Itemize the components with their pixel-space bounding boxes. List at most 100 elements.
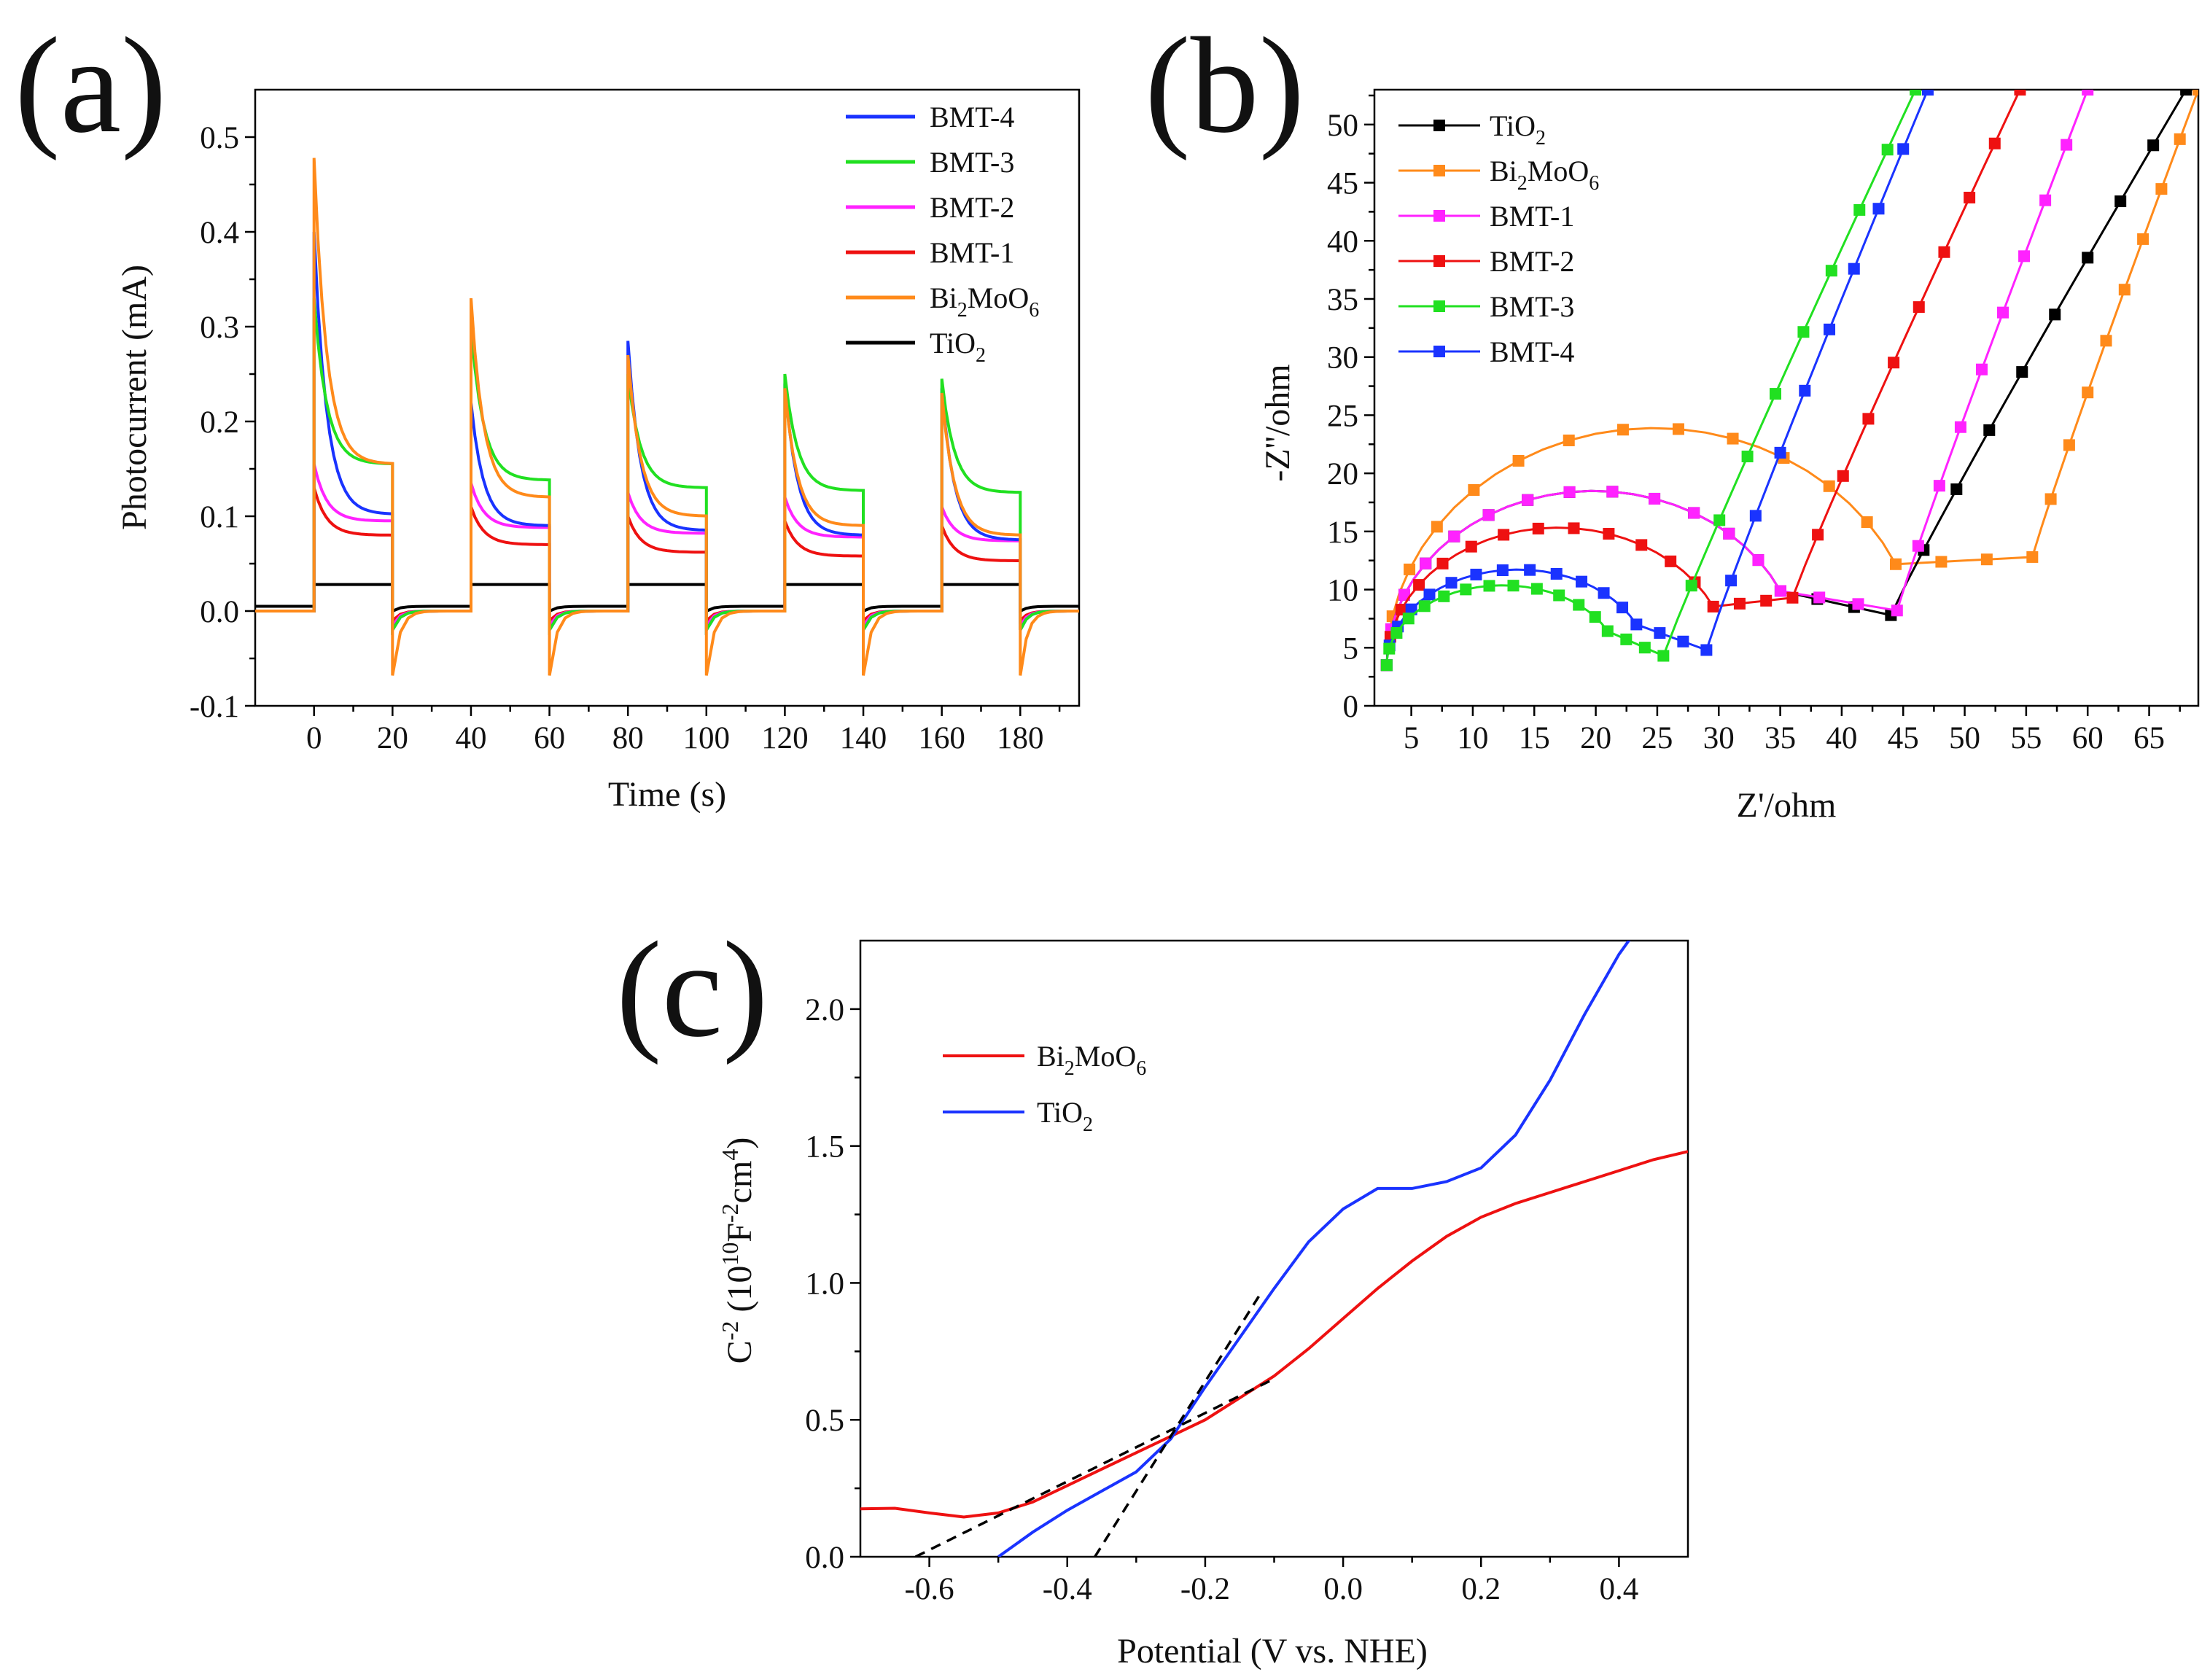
data-point [1431,521,1443,533]
data-point [1774,446,1786,459]
x-tick-label: 55 [2010,721,2042,755]
data-point [1512,454,1525,467]
data-point [2114,195,2127,208]
data-point [2174,133,2186,145]
legend-marker [1433,300,1445,312]
y-tick-label: 50 [1327,109,1358,143]
data-point [1380,659,1393,672]
data-point [1606,486,1619,498]
panel-a-xlabel: Time (s) [608,775,726,814]
panel-a-label: (a) [15,9,167,161]
data-point [1383,642,1396,655]
series-line [1385,90,2198,666]
data-point [1483,580,1495,592]
data-point [1897,143,1910,155]
x-tick-label: 35 [1765,721,1796,755]
panel-a-axes [254,88,1081,707]
panel-b-legend: TiO2 Bi2MoO6 BMT-1 BMT-2 BMT-3 BMT-4 [1398,109,1599,368]
data-point [1913,301,1925,314]
y-tick-label: 1.0 [805,1267,844,1301]
data-point [1465,540,1477,553]
tangent-fit-line [1094,1293,1262,1557]
series-bmt-2 [1380,90,2026,672]
y-tick-label: 0.2 [200,405,239,440]
data-point [2082,386,2094,399]
data-point [1889,558,1902,570]
data-point [1760,594,1773,607]
data-point [1532,522,1544,534]
data-point [1460,583,1472,596]
data-point [1823,480,1835,492]
data-point [1786,591,1799,604]
y-tick-label: 0.1 [200,500,239,534]
data-point [1733,597,1746,610]
data-point [1601,625,1614,637]
y-tick-label: 0.5 [805,1404,844,1438]
tangent-fit-line [914,1377,1275,1557]
panel-c-xlabel: Potential (V vs. NHE) [1117,1632,1428,1671]
x-tick-label: 0.0 [1323,1572,1363,1606]
series-line-tio2 [255,583,1079,614]
data-point [1910,90,1922,96]
series-bi2 [1380,90,2198,672]
x-tick-label: 40 [1826,721,1857,755]
data-point [1672,423,1684,435]
data-point [1677,635,1689,648]
x-tick-label: 180 [997,721,1044,755]
panel-c-ylabel: C-2 (1010F-2cm4) [717,1138,759,1364]
data-point [1848,262,1860,275]
data-point [1482,509,1495,521]
data-point [1420,557,1432,569]
panel-b-ylabel: -Z''/ohm [1258,364,1297,481]
data-point [1496,564,1509,577]
data-point [2063,439,2075,451]
panel-a-plot-frame [254,88,1081,707]
legend-label: Bi2MoO6 [1490,155,1599,195]
panel-b-series [1380,90,2198,672]
data-point [1950,483,1963,495]
legend-label: BMT-3 [930,146,1014,179]
data-point [1688,507,1700,519]
panel-c-plot-frame [859,939,1689,1558]
data-point [1507,580,1520,592]
data-point [1390,626,1403,639]
data-point [1713,514,1726,526]
data-point [1707,600,1719,612]
data-point [1445,577,1458,589]
data-point [1921,90,1934,96]
data-point [1530,583,1543,595]
data-point [2082,90,2094,96]
data-point [2014,90,2026,96]
y-tick-label: 45 [1327,167,1358,201]
data-point [1654,627,1666,639]
data-point [1470,568,1482,580]
data-point [1749,510,1762,522]
x-tick-label: -0.6 [905,1572,954,1606]
data-point [1522,494,1534,506]
data-point [1423,588,1436,601]
y-tick-label: -0.1 [190,690,239,724]
data-point [2180,90,2193,96]
y-tick-label: 25 [1327,399,1358,433]
y-tick-label: 15 [1327,516,1358,550]
panel-c-label: (c) [616,913,769,1065]
data-point [1398,588,1411,601]
legend-label: BMT-2 [1490,245,1574,278]
y-tick-label: 0 [1343,690,1359,724]
data-point [1813,591,1826,604]
panel-c-clipped-area [860,941,1688,1557]
data-point [1824,323,1836,335]
x-tick-label: -0.2 [1180,1572,1230,1606]
data-point [1402,612,1415,625]
data-point [1616,424,1629,436]
panel-c-legend: Bi2MoO6 TiO2 [943,1040,1146,1136]
panel-c-series-lines [860,941,1688,1557]
series-bmt-4 [1380,90,1934,672]
x-tick-label: 120 [761,721,809,755]
x-tick-label: 65 [2133,721,2165,755]
x-tick-label: 100 [683,721,731,755]
data-point [1498,529,1510,541]
data-point [2016,366,2028,378]
data-point [2118,284,2131,296]
